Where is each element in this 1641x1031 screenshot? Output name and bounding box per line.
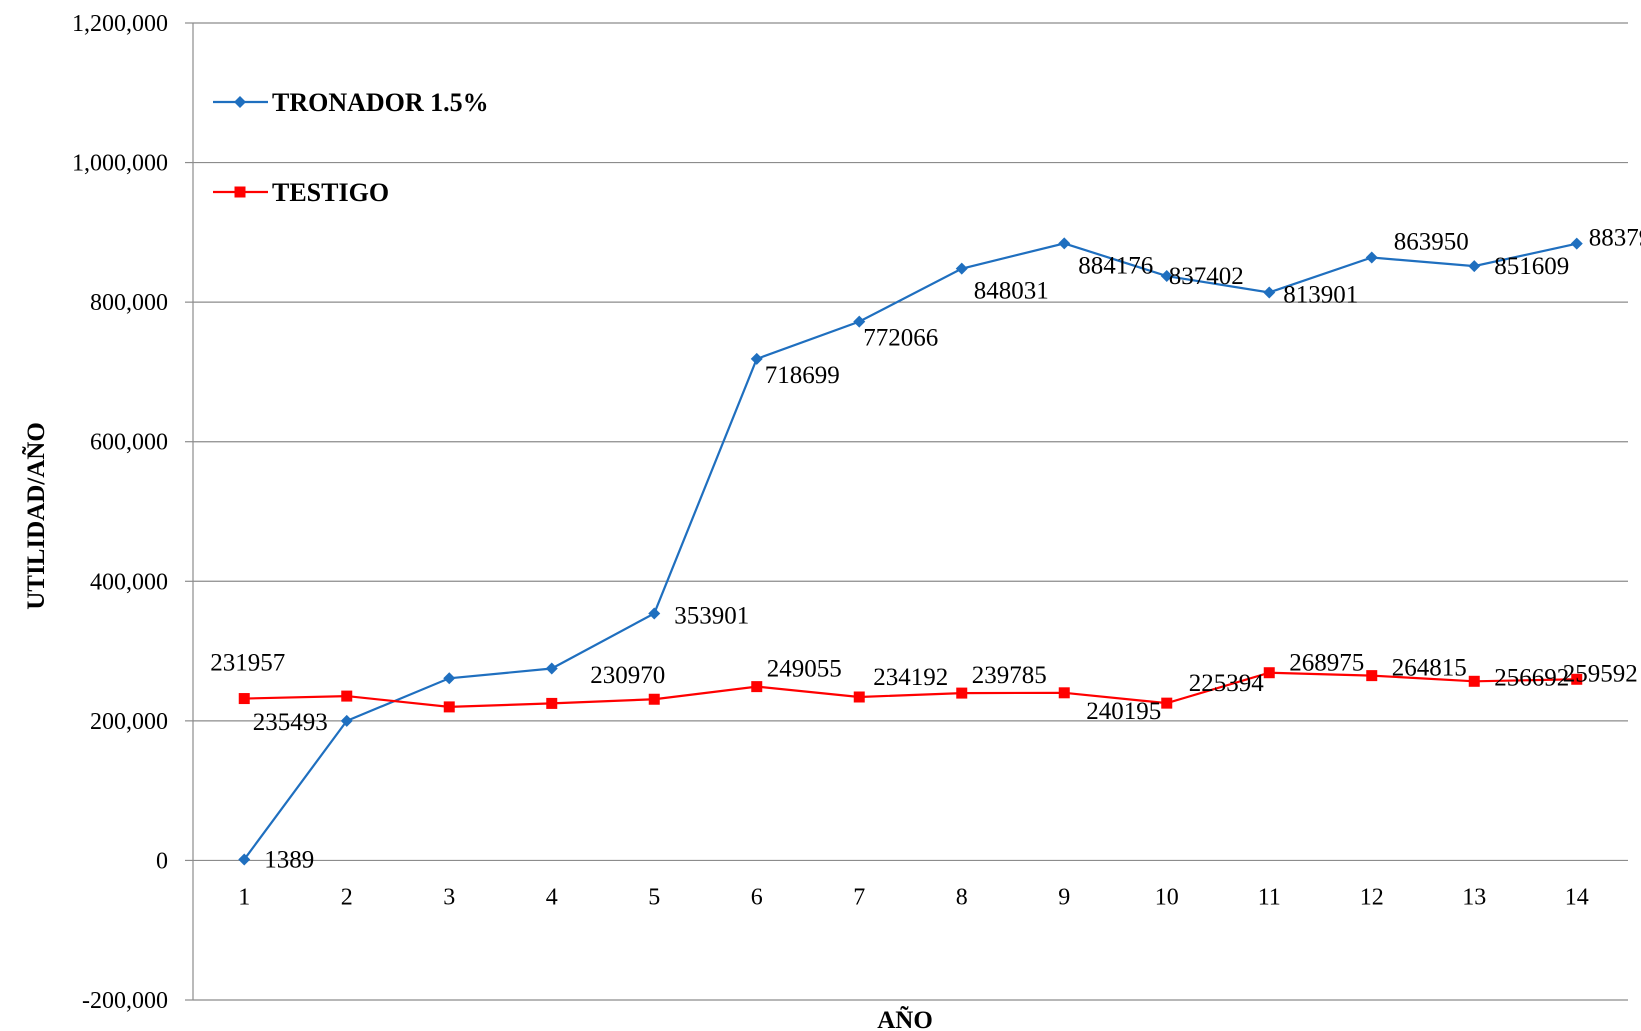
y-tick-label: 1,200,000 [72, 11, 168, 37]
data-label: 256692 [1494, 664, 1569, 691]
x-tick-labels: 1 2 3 4 5 6 7 8 9 10 11 12 13 14 [238, 884, 1589, 910]
data-point [546, 697, 558, 709]
series-line-testigo [244, 671, 1577, 709]
gridlines [193, 22, 1628, 1001]
x-tick-label: 4 [546, 884, 558, 910]
data-point [853, 691, 865, 703]
x-tick-label: 3 [443, 884, 455, 910]
legend-marker [234, 186, 246, 198]
y-tick-label: -200,000 [82, 988, 168, 1014]
x-tick-label: 2 [341, 884, 353, 910]
data-point [443, 672, 456, 685]
x-tick-label: 12 [1360, 884, 1384, 910]
y-tick-label: 200,000 [90, 709, 168, 735]
data-label: 863950 [1394, 229, 1469, 256]
y-tick-label: 600,000 [90, 430, 168, 456]
data-point [341, 690, 353, 702]
data-point [238, 693, 250, 705]
data-point [955, 262, 968, 275]
data-label: 848031 [974, 278, 1049, 305]
data-label: 268975 [1289, 650, 1364, 677]
data-point [1058, 687, 1070, 699]
y-axis-title: UTILIDAD/AÑO [22, 422, 50, 610]
x-tick-label: 14 [1565, 884, 1589, 910]
data-label: 231957 [210, 650, 285, 677]
data-label: 851609 [1494, 253, 1569, 280]
data-point [1365, 251, 1378, 264]
x-tick-label: 5 [648, 884, 660, 910]
data-point [1570, 237, 1583, 250]
x-tick-label: 11 [1258, 884, 1281, 910]
data-point [1571, 673, 1583, 685]
data-point [443, 701, 455, 713]
legend-marker [234, 96, 246, 108]
data-label: 718699 [765, 362, 840, 389]
legend-item-tronador: TRONADOR 1.5% [213, 88, 489, 117]
data-point [750, 352, 763, 365]
data-label: 225394 [1189, 670, 1265, 697]
data-label: 1389 [264, 846, 314, 873]
data-label: 837402 [1169, 263, 1244, 290]
data-label: 249055 [767, 656, 842, 683]
x-tick-label: 10 [1155, 884, 1179, 910]
data-point [853, 315, 866, 328]
data-label: 235493 [253, 709, 328, 736]
legend-label: TESTIGO [272, 178, 389, 207]
x-tick-label: 6 [751, 884, 763, 910]
data-label: 264815 [1392, 655, 1467, 682]
series-line-tronador [243, 242, 1577, 861]
legend-item-testigo: TESTIGO [213, 178, 389, 207]
data-label: 259592 [1563, 660, 1638, 687]
data-point [1058, 237, 1071, 250]
data-labels: 1389 353901 718699 772066 848031 884176 837402… [210, 225, 1641, 874]
data-point [238, 853, 251, 866]
legend-label: TRONADOR 1.5% [272, 88, 489, 117]
data-label: 240195 [1086, 698, 1161, 725]
data-label: 230970 [590, 662, 665, 689]
series-layer [238, 237, 1583, 866]
data-point [1161, 697, 1173, 709]
data-point [751, 681, 763, 693]
data-label: 353901 [674, 602, 749, 629]
x-tick-label: 9 [1058, 884, 1070, 910]
data-point [648, 607, 661, 620]
data-point [1366, 670, 1378, 682]
data-point [648, 693, 660, 705]
x-tick-label: 1 [238, 884, 250, 910]
data-point [1263, 286, 1276, 299]
data-point [340, 714, 353, 727]
data-label: 239785 [972, 662, 1047, 689]
data-label: 813901 [1283, 281, 1358, 308]
x-tick-label: 8 [956, 884, 968, 910]
legend: TRONADOR 1.5% TESTIGO [213, 88, 489, 207]
data-point [1468, 260, 1481, 273]
y-tick-label: 800,000 [90, 290, 168, 316]
x-tick-label: 13 [1462, 884, 1486, 910]
data-point [545, 662, 558, 675]
data-point [956, 687, 968, 699]
data-point [1160, 270, 1173, 283]
data-point [1263, 667, 1275, 679]
data-label: 234192 [873, 664, 948, 691]
y-tick-label: 1,000,000 [72, 151, 168, 177]
y-tick-label: 0 [156, 848, 168, 874]
data-label: 883799 [1589, 225, 1641, 252]
x-axis-title: AÑO [877, 1006, 933, 1031]
x-tick-label: 7 [853, 884, 865, 910]
y-tick-labels: -200,000 0 200,000 400,000 600,000 800,000 1,0… [72, 11, 168, 1014]
axes [185, 22, 194, 1001]
data-point [1468, 675, 1480, 687]
data-label: 772066 [863, 325, 938, 352]
data-label: 884176 [1078, 252, 1153, 279]
y-tick-label: 400,000 [90, 569, 168, 595]
